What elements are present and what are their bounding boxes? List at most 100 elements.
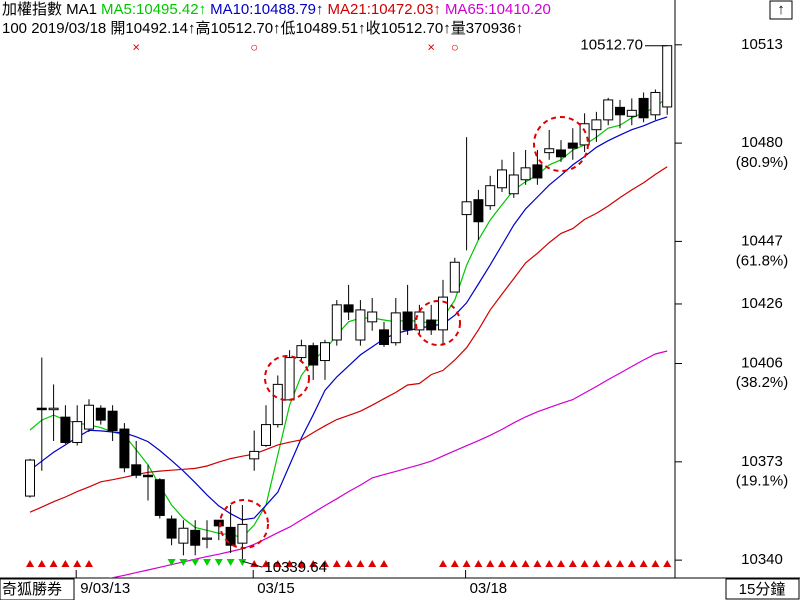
top-mark: × [132,39,140,54]
candle-body [320,342,330,362]
highlight-circles [219,116,589,549]
legend-entry: MA10:10488.79↑ [210,1,323,18]
signal-marker [450,560,459,567]
signal-marker [545,560,554,567]
candle-body [143,474,153,478]
scroll-button-label[interactable]: ↑ [777,1,785,18]
candle-body [390,312,401,344]
signal-marker [380,560,388,567]
candle-body [367,311,378,323]
candle-body [414,311,425,331]
signal-marker [37,560,46,567]
y-tick-label: 10373 [741,453,783,470]
x-tick-label: 03/18 [470,580,508,597]
signal-marker [474,560,483,567]
signal-marker [285,560,294,567]
candle-body [225,526,236,546]
candle-body [579,123,590,146]
candle-body [626,109,637,117]
candle-body [343,304,354,313]
low-label: 10339.64 [264,559,327,576]
candle-body [25,459,35,497]
candle-body [438,296,448,331]
candle-body [249,450,260,460]
signal-marker [521,560,530,567]
candle-body [461,201,472,216]
x-tick-label: 9/03/13 [80,580,130,597]
candle-body [107,410,118,432]
candle-body [473,199,484,223]
candle-body [296,345,307,359]
candle-body [650,91,661,116]
signal-marker [262,560,270,567]
signal-marker [592,560,601,567]
chart-title: 加權指數 MA1 [2,1,97,18]
candle-body [591,119,602,131]
legend-entry: MA65:10410.20 [445,1,551,18]
y-tick-label: 10480 [741,134,783,151]
candle-body [272,383,283,426]
candle-body [603,99,614,121]
high-label: 10512.70 [580,37,643,54]
candle-body [355,309,366,341]
ma-line [108,350,668,578]
signal-marker [486,560,495,567]
scroll-button[interactable] [769,0,793,20]
candle-body [662,45,673,108]
legend-entry: MA5:10495.42↑ [101,1,206,18]
candle-body [567,142,578,149]
retracement-label: (19.1%) [736,473,789,490]
candle-body [178,527,189,544]
signal-marker [462,560,471,567]
candle-body [261,424,271,446]
signal-marker [604,560,613,567]
signal-marker [321,560,329,567]
candle-body [166,518,177,539]
candle-body [426,319,437,331]
top-mark: ○ [250,39,258,54]
candle-body [638,97,649,119]
signal-marker [167,559,176,566]
signal-marker [439,560,447,567]
candle-body [556,149,566,158]
signal-marker [85,560,93,567]
signal-marker [663,560,672,567]
info-line: 100 2019/03/18 開10492.14↑高10512.70↑低1048… [2,20,523,37]
candle-body [544,148,555,154]
signal-marker [356,560,365,567]
ma-line [29,116,668,521]
highlight-circle [264,355,310,401]
top-mark: × [427,39,435,54]
signal-marker [61,560,70,567]
y-tick-label: 10426 [741,295,783,312]
candle-body [615,106,625,116]
candle-body [84,404,94,430]
signal-marker [557,560,565,567]
y-tick-label: 10513 [741,36,783,53]
candle-body [119,428,130,469]
top-mark: ○ [451,39,459,54]
signal-marker [273,560,282,567]
source: 奇狐勝券 [2,581,62,598]
candle-body [154,479,165,516]
signal-marker [509,560,518,567]
candle-body [379,329,389,345]
candle-body [72,421,83,443]
signal-marker [651,560,660,567]
signal-marker [26,560,34,567]
signal-marker [203,559,211,566]
signal-marker [568,560,577,567]
signal-marker [627,560,636,567]
candle-body [532,164,543,179]
signal-marker [533,560,542,567]
candle-body [449,261,460,293]
candle-body [284,357,295,401]
candle-body [213,519,224,527]
signal-marker [297,560,306,567]
signal-marker [498,560,506,567]
highlight-circle [533,116,589,172]
highlight-circle [219,499,269,549]
candle-body [237,523,248,544]
